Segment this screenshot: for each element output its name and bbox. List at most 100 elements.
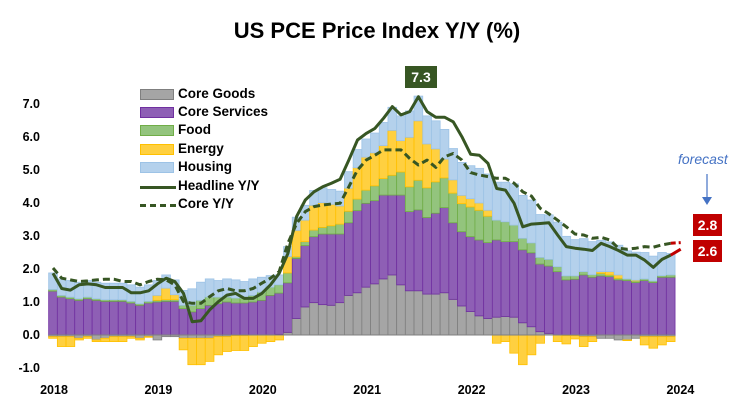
bar-energy (344, 187, 354, 212)
bar-core-services (274, 292, 284, 335)
bar-core-services (665, 276, 676, 336)
bar-core-services (257, 299, 267, 336)
bar-housing (431, 120, 441, 150)
bar-housing (465, 165, 476, 200)
bar-core-services (587, 276, 598, 336)
bar-energy (152, 294, 163, 301)
bar-food (300, 241, 311, 246)
bar-energy (143, 336, 154, 338)
bar-core-goods (491, 316, 502, 336)
bar-energy (526, 334, 537, 356)
bar-housing (109, 282, 119, 301)
bar-core-services (387, 194, 398, 276)
legend-label: Core Y/Y (178, 196, 235, 211)
bar-food (413, 179, 424, 211)
legend-item-food: Food (140, 122, 340, 138)
bar-core-services (422, 217, 432, 295)
bar-core-services (109, 300, 119, 336)
bar-core-services (613, 279, 624, 336)
bar-core-services (457, 231, 467, 307)
bar-energy (83, 336, 93, 339)
bar-energy (413, 120, 424, 181)
bar-food (561, 275, 572, 281)
chart-title: US PCE Price Index Y/Y (%) (233, 18, 521, 43)
bar-energy (665, 336, 676, 342)
bar-core-services (413, 209, 424, 292)
bar-core-goods (326, 304, 337, 336)
bar-housing (422, 115, 432, 145)
bar-housing (396, 115, 406, 142)
bar-core-services (152, 301, 163, 336)
bar-core-services (178, 308, 189, 336)
bar-food (544, 259, 554, 267)
bar-core-services (239, 302, 250, 336)
forecast-annotation: forecast (678, 151, 728, 167)
bar-energy (300, 219, 311, 243)
peak-label: 7.3 (405, 66, 437, 88)
bar-food (396, 171, 406, 196)
bar-core-services (552, 271, 563, 336)
bar-housing (135, 286, 145, 305)
bar-food (309, 229, 319, 238)
bar-energy (457, 195, 467, 205)
bar-energy (613, 274, 624, 279)
bar-core-goods (431, 293, 441, 336)
bar-core-services (326, 233, 337, 306)
bar-energy (196, 337, 206, 366)
bar-core-services (570, 278, 580, 336)
legend-swatch-core-services (140, 107, 174, 118)
bar-housing (483, 173, 493, 211)
bar-core-services (500, 241, 511, 317)
bar-food (344, 210, 354, 224)
bar-energy (587, 336, 598, 342)
bar-core-goods (474, 315, 485, 336)
bar-food (422, 187, 432, 218)
bar-housing (639, 252, 650, 280)
bar-energy (170, 294, 180, 301)
headline-line (51, 95, 672, 324)
bar-core-services (544, 265, 554, 334)
bar-core-services (248, 301, 258, 336)
bar-energy (187, 337, 197, 366)
bar-energy (361, 156, 371, 191)
bar-core-services (309, 236, 319, 304)
bar-core-goods (387, 274, 398, 336)
y-tick-label: 4.0 (23, 196, 40, 210)
bar-core-services (83, 298, 93, 336)
bar-food (509, 224, 519, 243)
bar-core-services (100, 300, 110, 336)
bar-core-services (265, 294, 276, 336)
bar-energy (274, 334, 284, 341)
bar-food (483, 215, 493, 243)
bar-core-services (213, 303, 224, 336)
bar-core-services (404, 211, 415, 292)
y-tick-label: 1.0 (23, 295, 40, 309)
bar-core-goods (309, 302, 319, 336)
x-tick-label: 2019 (144, 383, 172, 397)
bar-energy (213, 336, 224, 356)
bar-core-services (465, 236, 476, 312)
bar-energy (257, 334, 267, 344)
bar-energy (578, 336, 589, 347)
bar-energy (500, 334, 511, 342)
bar-housing (578, 238, 589, 273)
legend-swatch-food (140, 125, 174, 136)
bar-core-services (361, 202, 371, 288)
bar-housing (361, 138, 371, 158)
bar-core-services (317, 233, 328, 306)
bar-food (404, 186, 415, 212)
bar-core-services (135, 304, 145, 336)
bar-core-goods (352, 292, 363, 336)
bar-energy (448, 179, 458, 194)
bar-food (370, 185, 380, 202)
bar-food (230, 297, 241, 304)
bar-energy (396, 140, 406, 173)
bar-core-goods (361, 286, 371, 336)
bar-food (474, 209, 485, 241)
bar-food (500, 221, 511, 243)
bar-energy (204, 337, 215, 362)
bar-energy (56, 336, 67, 347)
bar-core-services (474, 239, 485, 317)
